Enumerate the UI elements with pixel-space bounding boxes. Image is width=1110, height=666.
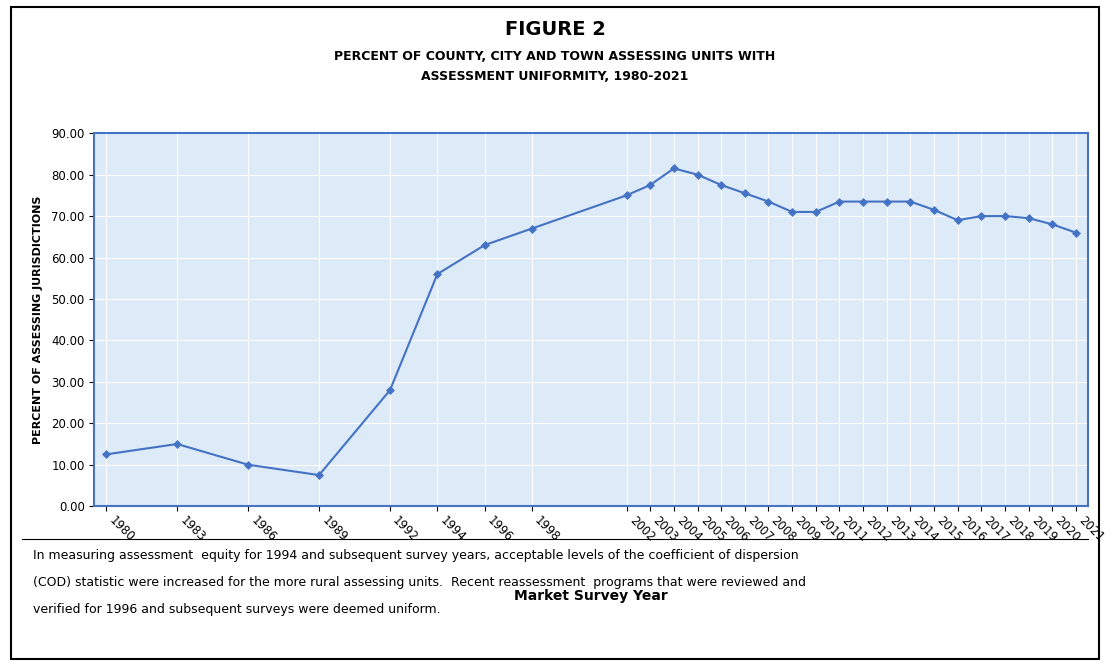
- Text: ASSESSMENT UNIFORMITY, 1980-2021: ASSESSMENT UNIFORMITY, 1980-2021: [422, 70, 688, 83]
- Text: FIGURE 2: FIGURE 2: [505, 21, 605, 39]
- X-axis label: Market Survey Year: Market Survey Year: [514, 589, 668, 603]
- Text: verified for 1996 and subsequent surveys were deemed uniform.: verified for 1996 and subsequent surveys…: [33, 603, 441, 616]
- Y-axis label: PERCENT OF ASSESSING JURISDICTIONS: PERCENT OF ASSESSING JURISDICTIONS: [33, 196, 43, 444]
- Text: (COD) statistic were increased for the more rural assessing units.  Recent reass: (COD) statistic were increased for the m…: [33, 576, 806, 589]
- Text: PERCENT OF COUNTY, CITY AND TOWN ASSESSING UNITS WITH: PERCENT OF COUNTY, CITY AND TOWN ASSESSI…: [334, 50, 776, 63]
- Text: In measuring assessment  equity for 1994 and subsequent survey years, acceptable: In measuring assessment equity for 1994 …: [33, 549, 799, 563]
